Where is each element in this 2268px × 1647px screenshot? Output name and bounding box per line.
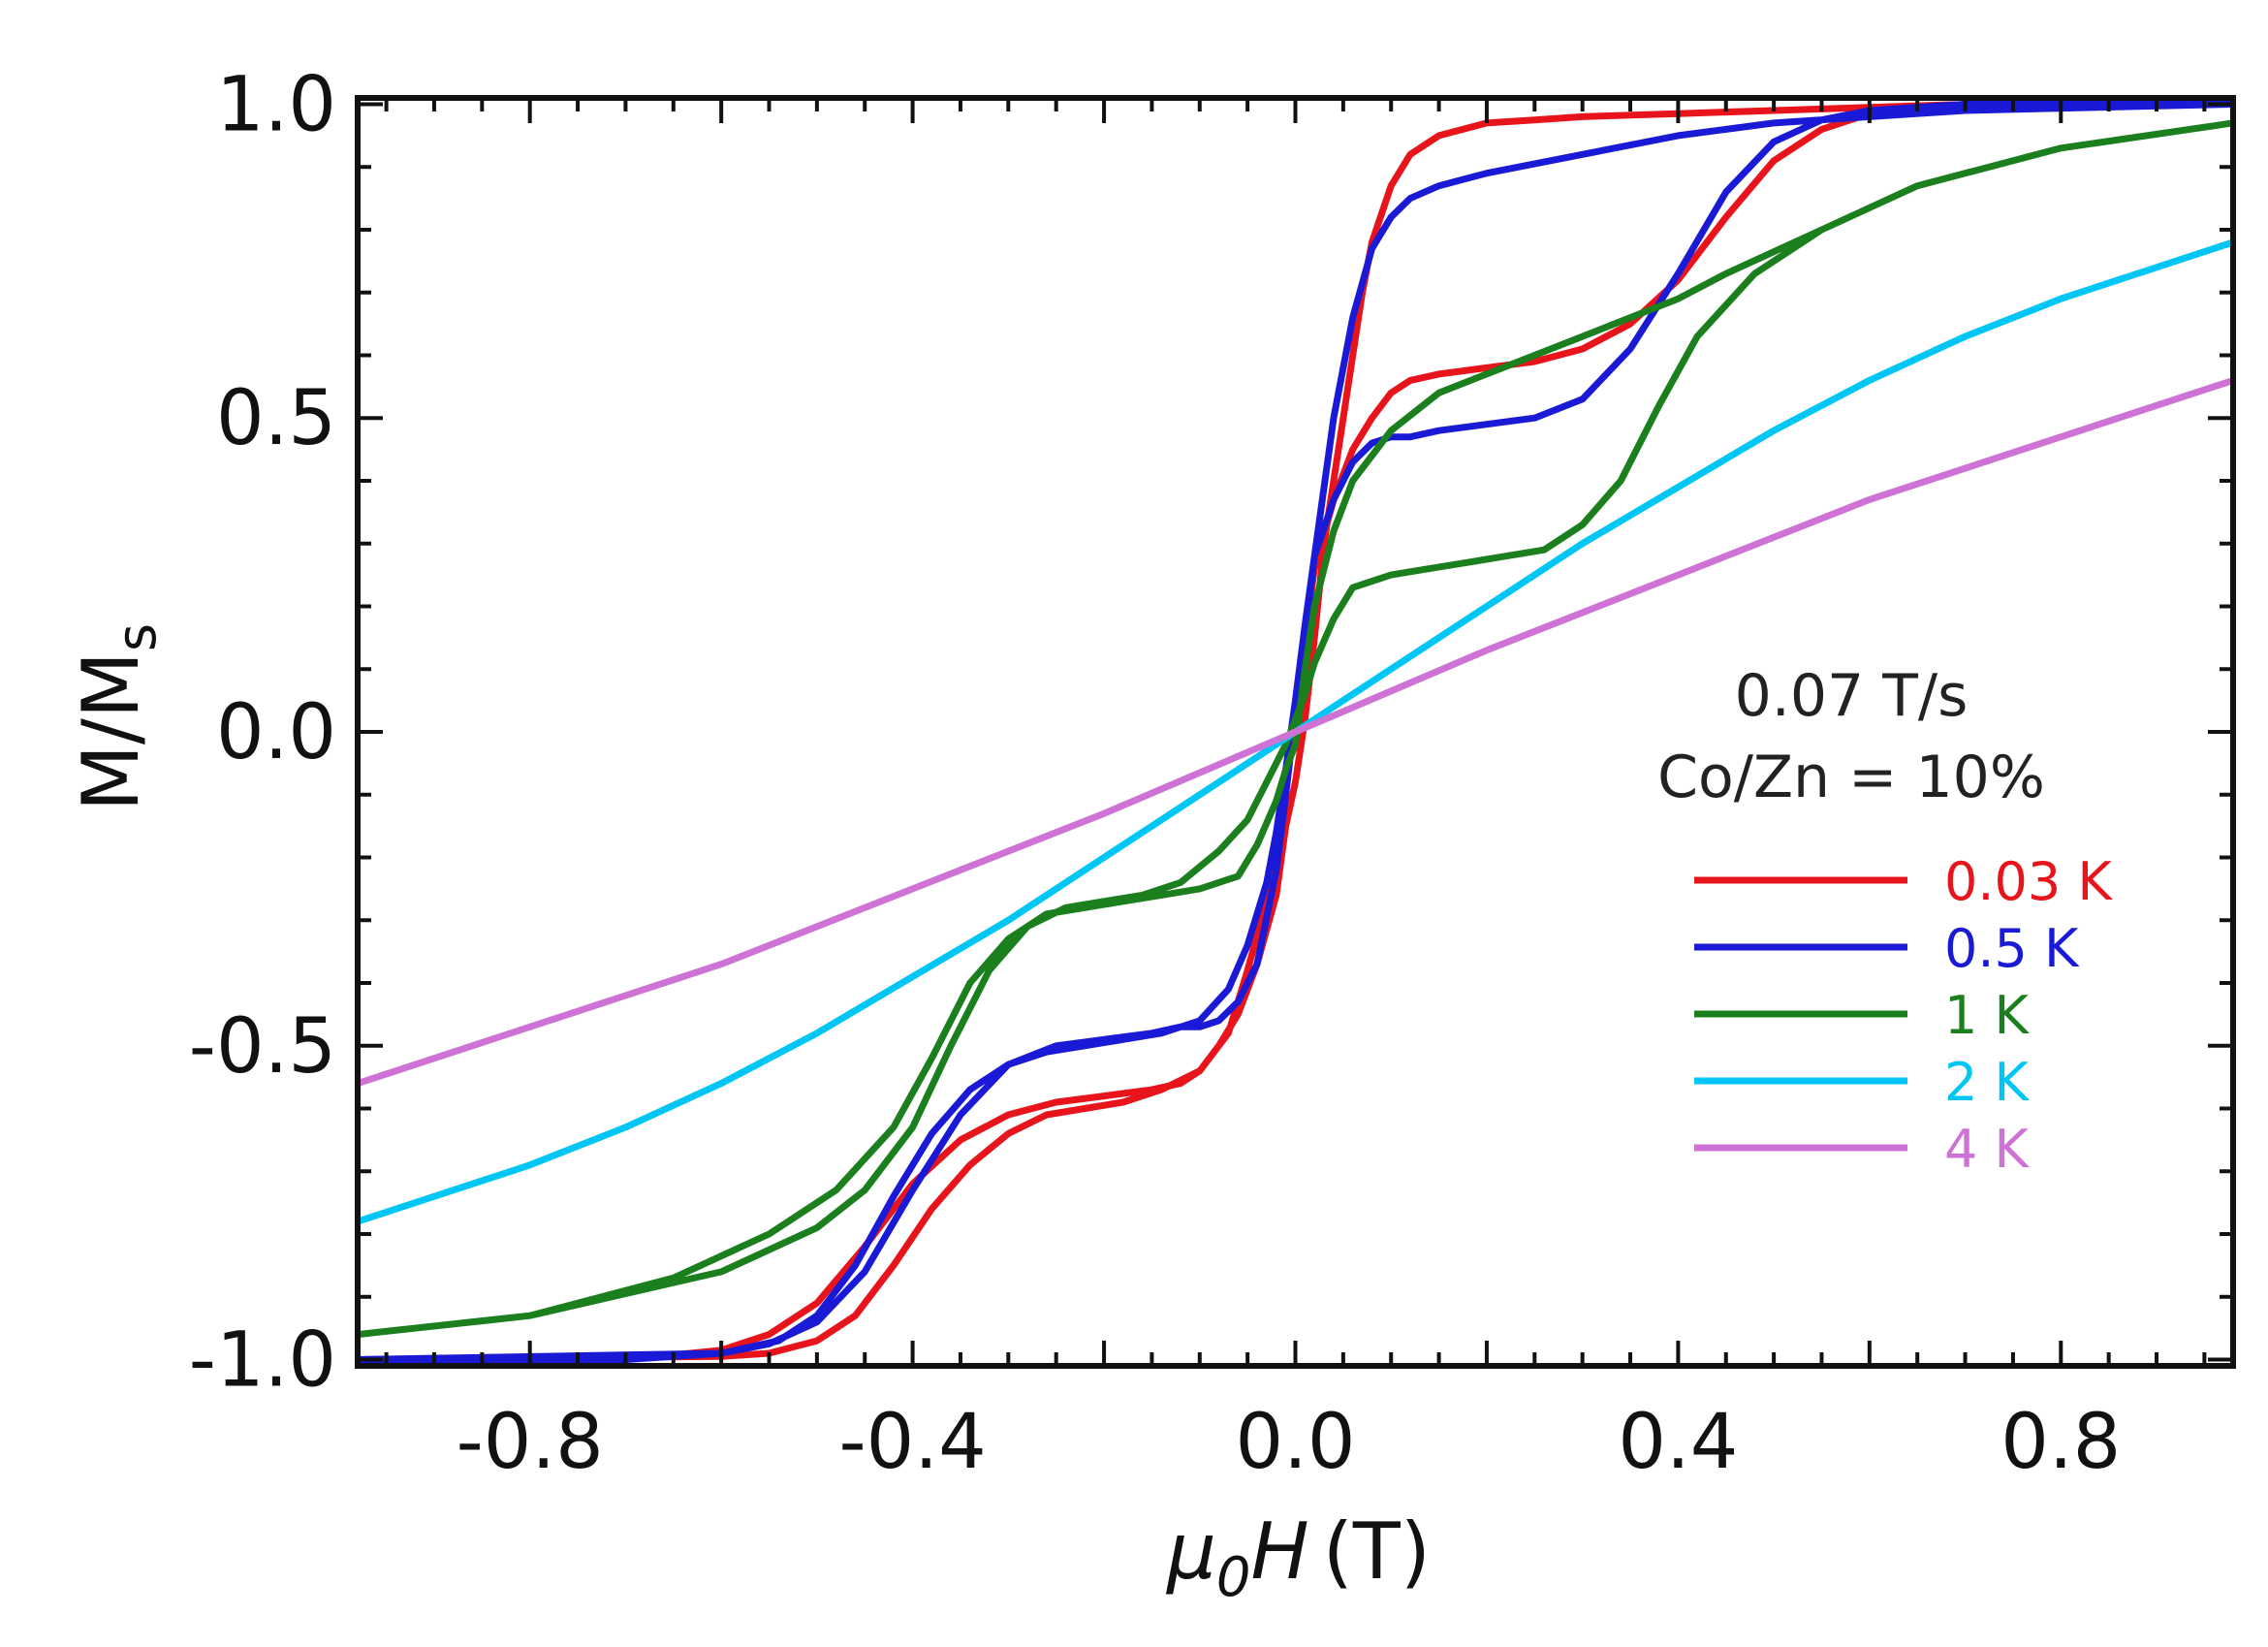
y-tick-label: 0.0 [216, 689, 336, 776]
y-tick-label: -0.5 [189, 1003, 336, 1091]
x-axis-title: μ0H (T) [1165, 1506, 1431, 1609]
y-tick-label: 0.5 [216, 375, 336, 462]
y-axis-main: M/M [66, 651, 156, 811]
y-axis-title: M/Ms [66, 623, 169, 811]
legend: 0.03 K0.5 K1 K2 K4 K [1694, 851, 2113, 1180]
x-tick-label: 0.0 [1235, 1399, 1355, 1486]
ticks-layer [358, 98, 2233, 1366]
x-axis-subscript: 0 [1216, 1546, 1251, 1609]
annotation-sweep-rate: 0.07 T/s [1735, 662, 1969, 730]
y-tick-labels: -1.0 -0.5 0.0 0.5 1.0 [189, 61, 336, 1404]
x-axis-symbol: μ [1165, 1506, 1216, 1597]
legend-label-0-5-K: 0.5 K [1944, 918, 2080, 979]
x-tick-label: -0.8 [457, 1399, 604, 1486]
legend-label-4-K: 4 K [1944, 1119, 2031, 1180]
y-tick-label: -1.0 [189, 1317, 336, 1405]
x-tick-label: 0.8 [2000, 1399, 2121, 1486]
x-tick-labels: -0.8 -0.4 0.0 0.4 0.8 [457, 1399, 2122, 1486]
y-axis-subscript: s [106, 623, 169, 651]
annotation-doping: Co/Zn = 10% [1657, 744, 2045, 811]
series-line-1-K [358, 119, 2233, 1339]
x-tick-label: 0.4 [1618, 1399, 1738, 1486]
series-line-4-K [358, 376, 2233, 1088]
y-tick-label: 1.0 [216, 61, 336, 148]
series-layer [358, 101, 2233, 1363]
x-axis-variable: H [1251, 1506, 1309, 1597]
legend-label-1-K: 1 K [1944, 985, 2031, 1046]
x-tick-label: -0.4 [839, 1399, 987, 1486]
legend-label-2-K: 2 K [1944, 1052, 2031, 1113]
legend-label-0-03-K: 0.03 K [1944, 851, 2113, 912]
x-axis-unit: (T) [1323, 1506, 1431, 1597]
